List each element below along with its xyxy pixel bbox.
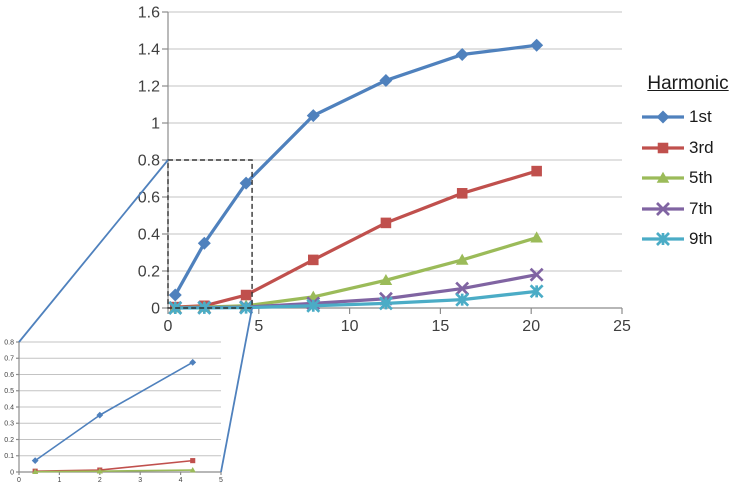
legend-label: 9th: [689, 229, 713, 249]
series-9th-marker: [197, 300, 212, 315]
x-tick-label: 2: [98, 477, 102, 484]
zoom-region-rect: [167, 159, 253, 309]
legend-title: Harmonic: [647, 73, 729, 94]
legend-x-swatch-icon: [642, 201, 684, 216]
y-tick-label: 0: [151, 301, 160, 318]
y-tick-label: 0.1: [4, 453, 14, 460]
x-tick-label: 3: [138, 477, 142, 484]
legend-swatch-marker: [656, 201, 670, 216]
series-1st-marker: [239, 176, 253, 190]
x-tick-label: 5: [254, 318, 263, 335]
x-tick-label: 10: [341, 318, 359, 335]
series-5th-marker: [455, 253, 469, 265]
legend-item-5th: 5th: [640, 163, 736, 194]
series-9th-marker: [378, 296, 393, 311]
y-tick-label: 0: [10, 469, 14, 476]
series-1st-marker: [168, 288, 182, 302]
y-tick-label: 0.3: [4, 421, 14, 428]
series-5th-marker: [530, 231, 543, 243]
series-9th-marker: [455, 292, 470, 307]
y-tick-label: 0.8: [4, 339, 14, 346]
series-3rd-marker: [240, 289, 252, 301]
series-9th-marker: [529, 284, 544, 299]
series-3rd-marker: [380, 217, 392, 229]
y-tick-label: 1.2: [138, 79, 160, 96]
series-3rd-marker: [308, 254, 319, 266]
chart-legend: Harmonic 1st 3rd 5th 7th 9th: [640, 73, 736, 255]
series-7th-marker: [455, 281, 470, 296]
series-1st-marker: [197, 236, 211, 250]
y-tick-label: 1: [151, 116, 160, 133]
series-5th-marker: [189, 467, 196, 473]
series-3rd-marker: [531, 165, 542, 177]
x-tick-label: 25: [613, 318, 631, 335]
legend-swatch-marker: [657, 142, 669, 154]
series-9th-marker: [306, 298, 321, 313]
y-tick-label: 0.8: [138, 153, 160, 170]
series-9th-marker: [239, 300, 254, 315]
series-1st-marker: [96, 411, 104, 419]
y-tick-label: 0.6: [4, 372, 14, 379]
legend-items: 1st 3rd 5th 7th 9th: [640, 102, 736, 255]
x-tick-label: 1: [57, 477, 61, 484]
legend-square-swatch-icon: [642, 142, 684, 154]
legend-diamond-swatch-icon: [642, 110, 684, 124]
legend-triangle-swatch-icon: [642, 171, 684, 184]
x-tick-label: 20: [522, 318, 540, 335]
legend-item-9th: 9th: [640, 224, 736, 255]
series-1st-marker: [379, 73, 393, 87]
y-tick-label: 0.6: [138, 190, 160, 207]
series-1st-marker: [31, 457, 39, 465]
legend-label: 5th: [689, 168, 713, 188]
legend-label: 1st: [689, 107, 712, 127]
y-tick-label: 0.2: [138, 264, 160, 281]
y-tick-label: 0.5: [4, 388, 14, 395]
legend-swatch-marker: [656, 110, 670, 124]
y-tick-label: 0.2: [4, 437, 14, 444]
y-tick-label: 0.7: [4, 356, 14, 363]
legend-swatch-marker: [656, 232, 670, 247]
callout-connector-bottom-right: [220, 307, 253, 473]
legend-label: 7th: [689, 198, 713, 218]
legend-label: 3rd: [689, 137, 714, 157]
series-1st-marker: [530, 38, 544, 52]
x-tick-label: 0: [164, 318, 173, 335]
legend-item-1st: 1st: [640, 102, 736, 133]
series-5th-marker: [32, 468, 39, 474]
y-tick-label: 1.4: [138, 42, 160, 59]
series-3rd-marker: [190, 458, 196, 464]
legend-item-7th: 7th: [640, 194, 736, 225]
series-1st-marker: [306, 109, 320, 123]
series-5th-marker: [379, 273, 393, 286]
y-tick-label: 1.6: [138, 5, 160, 22]
x-tick-label: 5: [219, 477, 223, 484]
legend-swatch-marker: [656, 171, 670, 184]
callout-connector-top-left: [18, 159, 169, 343]
series-1st-marker: [189, 358, 197, 366]
series-3rd-marker: [456, 188, 468, 199]
y-tick-label: 0.4: [138, 227, 160, 244]
x-tick-label: 15: [432, 318, 450, 335]
series-5th-marker: [96, 468, 103, 474]
x-tick-label: 0: [17, 477, 21, 484]
series-7th-marker: [529, 267, 544, 282]
y-tick-label: 0.4: [4, 404, 14, 411]
legend-item-3rd: 3rd: [640, 133, 736, 164]
legend-asterisk-swatch-icon: [642, 232, 684, 247]
x-tick-label: 4: [179, 477, 183, 484]
series-1st-marker: [455, 48, 469, 62]
